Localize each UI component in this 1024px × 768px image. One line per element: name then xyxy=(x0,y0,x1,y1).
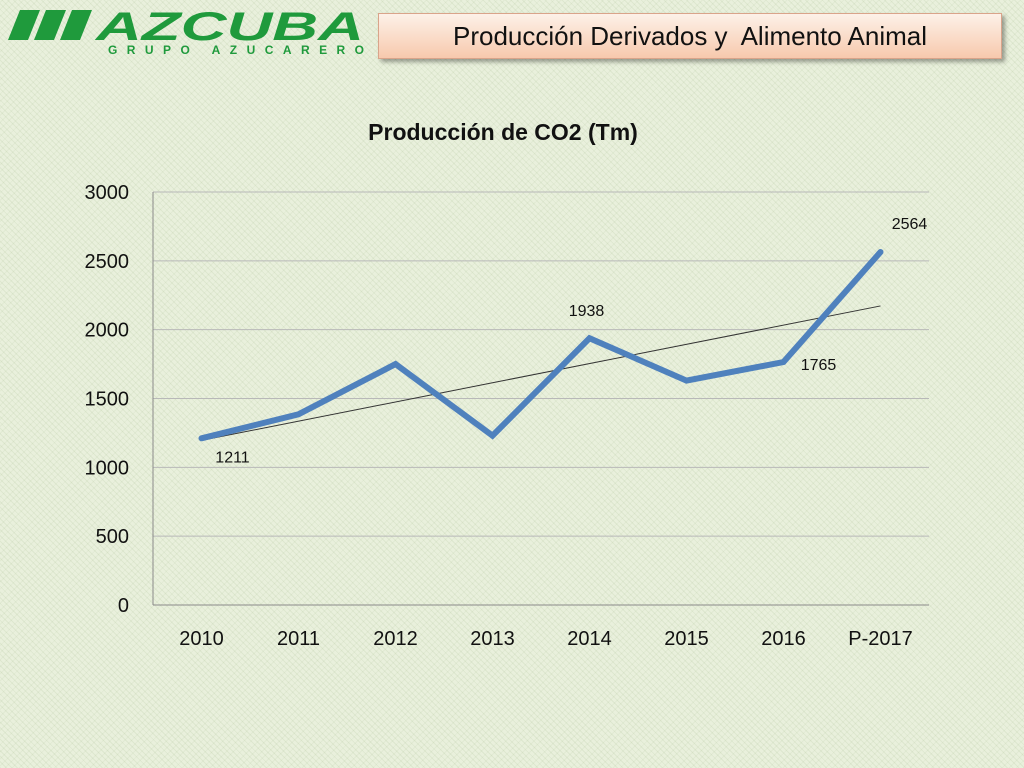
logo-stripe xyxy=(34,10,66,40)
data-point xyxy=(394,363,397,366)
slide-title-box: Producción Derivados y Alimento Animal xyxy=(378,13,1002,59)
y-tick-label: 1000 xyxy=(85,457,130,479)
logo-text: AZCUBA xyxy=(94,5,364,49)
y-tick-label: 500 xyxy=(96,526,129,548)
x-tick-label: 2016 xyxy=(761,628,806,650)
data-point xyxy=(879,251,882,254)
logo-stripe xyxy=(60,10,92,40)
y-tick-label: 3000 xyxy=(85,182,130,204)
data-point xyxy=(782,361,785,364)
data-point xyxy=(588,337,591,340)
x-tick-label: 2010 xyxy=(179,628,224,650)
y-tick-label: 0 xyxy=(118,595,129,617)
data-point xyxy=(685,379,688,382)
y-tick-label: 2000 xyxy=(85,320,130,342)
slide-title: Producción Derivados y Alimento Animal xyxy=(452,20,927,51)
chart-title: Producción de CO2 (Tm) xyxy=(368,119,638,145)
x-tick-label: 2014 xyxy=(567,628,612,650)
y-tick-label: 2500 xyxy=(85,251,130,273)
data-label: 2564 xyxy=(892,216,928,233)
x-tick-label: P-2017 xyxy=(848,628,913,650)
trend-line xyxy=(201,305,881,441)
x-tick-label: 2011 xyxy=(277,628,320,650)
x-tick-label: 2015 xyxy=(664,628,709,650)
data-label: 1211 xyxy=(215,449,250,466)
data-point xyxy=(200,437,203,440)
data-label: 1765 xyxy=(801,357,837,374)
data-point xyxy=(297,413,300,416)
data-label: 1938 xyxy=(569,303,605,320)
y-tick-label: 1500 xyxy=(85,389,130,411)
x-tick-label: 2012 xyxy=(373,628,418,650)
logo-stripe xyxy=(8,10,40,40)
azcuba-logo: AZCUBA GRUPO AZUCARERO xyxy=(0,0,370,62)
x-tick-label: 2013 xyxy=(470,628,515,650)
data-point xyxy=(491,434,494,437)
series-line xyxy=(198,249,884,442)
